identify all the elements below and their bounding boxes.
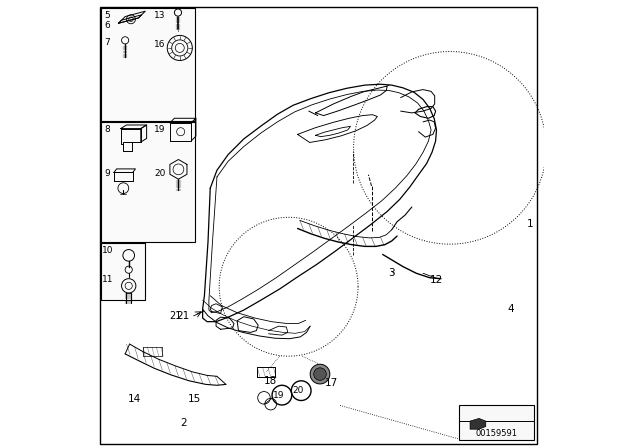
Text: 8: 8 xyxy=(104,125,110,134)
Text: 21: 21 xyxy=(170,311,182,321)
Text: 2: 2 xyxy=(180,418,187,428)
Text: 10: 10 xyxy=(102,246,114,255)
Text: 12: 12 xyxy=(430,275,443,285)
Text: 13: 13 xyxy=(154,11,166,20)
Text: 3: 3 xyxy=(388,268,395,278)
Text: 16: 16 xyxy=(154,40,166,49)
Bar xyxy=(101,122,195,242)
Text: 20: 20 xyxy=(154,169,166,178)
Text: 6: 6 xyxy=(104,22,110,30)
Circle shape xyxy=(314,368,326,380)
Text: 9: 9 xyxy=(104,169,110,178)
Text: 4: 4 xyxy=(507,304,514,314)
Text: 5: 5 xyxy=(104,11,110,20)
Text: 00159591: 00159591 xyxy=(476,429,518,438)
Text: 18: 18 xyxy=(264,376,277,386)
Bar xyxy=(101,243,145,300)
Text: 19: 19 xyxy=(154,125,166,134)
Text: 7: 7 xyxy=(104,38,110,47)
Bar xyxy=(459,405,534,440)
Text: 19: 19 xyxy=(273,391,285,400)
Bar xyxy=(101,8,195,121)
Text: 11: 11 xyxy=(102,276,114,284)
Text: 14: 14 xyxy=(127,394,141,404)
Text: 17: 17 xyxy=(324,378,338,388)
Circle shape xyxy=(310,364,330,384)
Text: 15: 15 xyxy=(188,394,201,404)
Text: 21: 21 xyxy=(177,311,190,321)
Polygon shape xyxy=(470,418,486,429)
Text: 1: 1 xyxy=(526,219,533,229)
Text: 20: 20 xyxy=(292,386,304,395)
